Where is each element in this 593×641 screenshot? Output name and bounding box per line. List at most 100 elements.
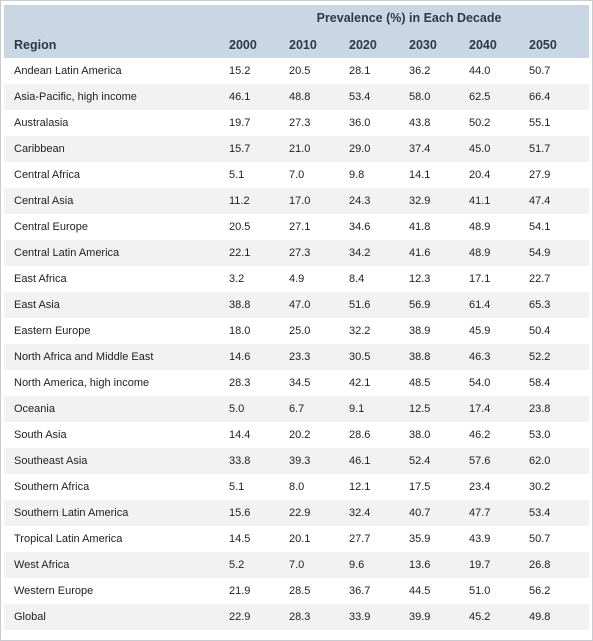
value-cell: 32.9 — [409, 188, 469, 214]
value-cell: 6.7 — [289, 396, 349, 422]
value-cell: 50.7 — [529, 58, 590, 84]
value-cell: 21.9 — [229, 578, 289, 604]
value-cell: 51.0 — [469, 578, 529, 604]
value-cell: 7.0 — [289, 162, 349, 188]
value-cell: 50.2 — [469, 110, 529, 136]
table-row: East Africa 3.2 4.9 8.4 12.3 17.1 22.7 — [4, 266, 590, 292]
value-cell: 20.1 — [289, 526, 349, 552]
value-cell: 47.4 — [529, 188, 590, 214]
value-cell: 50.7 — [529, 526, 590, 552]
region-cell: North Africa and Middle East — [4, 344, 229, 370]
column-header-row: Region 2000 2010 2020 2030 2040 2050 — [4, 31, 590, 58]
value-cell: 28.6 — [349, 422, 409, 448]
table-row: Eastern Europe 18.0 25.0 32.2 38.9 45.9 50.4 — [4, 318, 590, 344]
table-row: Tropical Latin America 14.5 20.1 27.7 35.9 43… — [4, 526, 590, 552]
value-cell: 53.4 — [529, 500, 590, 526]
value-cell: 62.5 — [469, 84, 529, 110]
column-header-2000: 2000 — [229, 31, 289, 58]
value-cell: 52.2 — [529, 344, 590, 370]
region-cell: East Asia — [4, 292, 229, 318]
value-cell: 43.8 — [409, 110, 469, 136]
table-row: Caribbean 15.7 21.0 29.0 37.4 45.0 51.7 — [4, 136, 590, 162]
value-cell: 44.0 — [469, 58, 529, 84]
value-cell: 33.8 — [229, 448, 289, 474]
value-cell: 48.9 — [469, 214, 529, 240]
value-cell: 14.5 — [229, 526, 289, 552]
value-cell: 42.1 — [349, 370, 409, 396]
table-row: North America, high income 28.3 34.5 42.1 48… — [4, 370, 590, 396]
value-cell: 12.5 — [409, 396, 469, 422]
value-cell: 26.8 — [529, 552, 590, 578]
value-cell: 44.5 — [409, 578, 469, 604]
value-cell: 47.7 — [469, 500, 529, 526]
value-cell: 61.4 — [469, 292, 529, 318]
value-cell: 48.5 — [409, 370, 469, 396]
value-cell: 51.6 — [349, 292, 409, 318]
region-cell: Southeast Asia — [4, 448, 229, 474]
value-cell: 50.4 — [529, 318, 590, 344]
table-row: Oceania 5.0 6.7 9.1 12.5 17.4 23.8 — [4, 396, 590, 422]
value-cell: 41.6 — [409, 240, 469, 266]
value-cell: 17.5 — [409, 474, 469, 500]
value-cell: 27.1 — [289, 214, 349, 240]
column-header-2010: 2010 — [289, 31, 349, 58]
table-row: Central Africa 5.1 7.0 9.8 14.1 20.4 27.9 — [4, 162, 590, 188]
value-cell: 5.1 — [229, 474, 289, 500]
value-cell: 53.4 — [349, 84, 409, 110]
column-header-2040: 2040 — [469, 31, 529, 58]
value-cell: 21.0 — [289, 136, 349, 162]
value-cell: 9.6 — [349, 552, 409, 578]
value-cell: 7.0 — [289, 552, 349, 578]
value-cell: 53.0 — [529, 422, 590, 448]
region-cell: Asia-Pacific, high income — [4, 84, 229, 110]
value-cell: 46.2 — [469, 422, 529, 448]
value-cell: 27.7 — [349, 526, 409, 552]
column-header-2020: 2020 — [349, 31, 409, 58]
value-cell: 47.0 — [289, 292, 349, 318]
region-cell: Central Asia — [4, 188, 229, 214]
table-row: South Asia 14.4 20.2 28.6 38.0 46.2 53.0 — [4, 422, 590, 448]
value-cell: 17.0 — [289, 188, 349, 214]
value-cell: 14.6 — [229, 344, 289, 370]
table-row: Asia-Pacific, high income 46.1 48.8 53.4 58.… — [4, 84, 590, 110]
value-cell: 8.4 — [349, 266, 409, 292]
value-cell: 58.4 — [529, 370, 590, 396]
value-cell: 37.4 — [409, 136, 469, 162]
value-cell: 36.2 — [409, 58, 469, 84]
value-cell: 25.0 — [289, 318, 349, 344]
value-cell: 38.0 — [409, 422, 469, 448]
value-cell: 36.7 — [349, 578, 409, 604]
value-cell: 13.6 — [409, 552, 469, 578]
value-cell: 38.9 — [409, 318, 469, 344]
table-row: Southern Africa 5.1 8.0 12.1 17.5 23.4 30.2 — [4, 474, 590, 500]
value-cell: 33.9 — [349, 604, 409, 630]
value-cell: 40.7 — [409, 500, 469, 526]
value-cell: 46.3 — [469, 344, 529, 370]
value-cell: 34.5 — [289, 370, 349, 396]
value-cell: 28.3 — [229, 370, 289, 396]
column-header-2050: 2050 — [529, 31, 590, 58]
value-cell: 45.2 — [469, 604, 529, 630]
value-cell: 41.1 — [469, 188, 529, 214]
table-row: Australasia 19.7 27.3 36.0 43.8 50.2 55.1 — [4, 110, 590, 136]
value-cell: 30.5 — [349, 344, 409, 370]
value-cell: 56.9 — [409, 292, 469, 318]
region-cell: Central Latin America — [4, 240, 229, 266]
value-cell: 28.3 — [289, 604, 349, 630]
region-cell: Eastern Europe — [4, 318, 229, 344]
value-cell: 65.3 — [529, 292, 590, 318]
value-cell: 34.6 — [349, 214, 409, 240]
value-cell: 41.8 — [409, 214, 469, 240]
value-cell: 15.2 — [229, 58, 289, 84]
region-cell: Australasia — [4, 110, 229, 136]
value-cell: 27.9 — [529, 162, 590, 188]
region-cell: Southern Latin America — [4, 500, 229, 526]
value-cell: 39.3 — [289, 448, 349, 474]
region-cell: South Asia — [4, 422, 229, 448]
region-cell: Caribbean — [4, 136, 229, 162]
value-cell: 23.8 — [529, 396, 590, 422]
table-row: Andean Latin America 15.2 20.5 28.1 36.2 44.0… — [4, 58, 590, 84]
value-cell: 20.4 — [469, 162, 529, 188]
value-cell: 48.8 — [289, 84, 349, 110]
